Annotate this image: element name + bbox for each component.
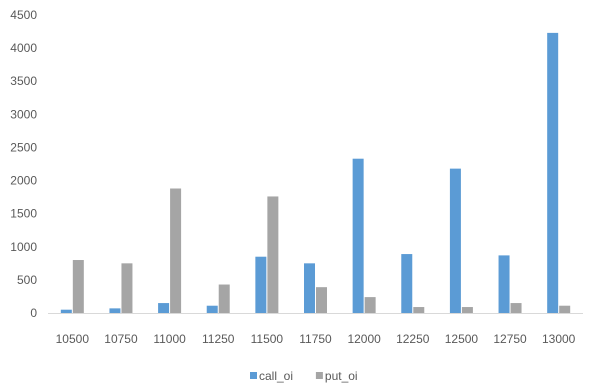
x-tick-label: 11500 [251, 332, 284, 346]
y-tick-label: 0 [30, 306, 37, 320]
bar-call_oi-10500 [60, 309, 72, 313]
series-call_oi [60, 32, 559, 313]
bar-call_oi-10750 [109, 308, 121, 313]
bar-call_oi-13000 [547, 32, 559, 313]
legend-item-put_oi: put_oi [315, 369, 358, 383]
y-tick-label: 3500 [10, 74, 37, 88]
bar-put_oi-12500 [461, 307, 473, 313]
x-tick-label: 13000 [542, 332, 576, 346]
x-axis-labels: 10500 10750 11000 11250 11500 11750 12000 12250… [56, 332, 576, 346]
y-tick-label: 2000 [10, 174, 37, 188]
x-tick-label: 10500 [56, 332, 90, 346]
y-tick-label: 4500 [10, 8, 37, 22]
y-tick-label: 1000 [10, 240, 37, 254]
legend: call_oi put_oi [250, 369, 358, 383]
bar-put_oi-11000 [170, 188, 182, 313]
x-tick-label: 10750 [104, 332, 138, 346]
bar-put_oi-11500 [267, 196, 279, 313]
bar-call_oi-11500 [255, 256, 267, 313]
series-put_oi [72, 188, 571, 313]
bar-put_oi-12250 [413, 307, 425, 313]
legend-swatch [315, 372, 323, 379]
bar-call_oi-11000 [158, 303, 170, 313]
y-tick-label: 500 [17, 273, 37, 287]
y-tick-label: 1500 [10, 207, 37, 221]
bar-call_oi-12000 [352, 158, 364, 313]
legend-swatch [250, 372, 257, 379]
x-tick-label: 11000 [153, 332, 186, 346]
bar-call_oi-12250 [401, 254, 413, 313]
x-tick-label: 12500 [445, 332, 479, 346]
y-tick-label: 3000 [10, 107, 37, 121]
bars [60, 32, 571, 313]
legend-item-call_oi: call_oi [250, 369, 293, 383]
bar-put_oi-13000 [559, 305, 571, 313]
x-tick-label: 12750 [493, 332, 527, 346]
x-tick-label: 12000 [347, 332, 381, 346]
bar-call_oi-11250 [206, 305, 218, 313]
bar-put_oi-11750 [316, 287, 327, 313]
bar-call_oi-11750 [304, 263, 315, 313]
x-tick-label: 11250 [202, 332, 235, 346]
bar-put_oi-12750 [510, 303, 522, 313]
x-tick-label: 12250 [396, 332, 430, 346]
bar-put_oi-11250 [218, 284, 230, 313]
bar-put_oi-10500 [72, 260, 84, 313]
y-axis-labels: 0 500 1000 1500 2000 2500 3000 3500 4000 4500 [10, 8, 37, 320]
y-tick-label: 4000 [10, 41, 37, 55]
bar-call_oi-12500 [449, 168, 461, 313]
legend-label: call_oi [259, 369, 293, 383]
bar-put_oi-10750 [121, 263, 133, 313]
bar-put_oi-12000 [364, 297, 376, 313]
bar-call_oi-12750 [498, 255, 510, 313]
legend-label: put_oi [325, 369, 358, 383]
y-tick-label: 2500 [10, 140, 37, 154]
x-tick-label: 11750 [299, 332, 332, 346]
